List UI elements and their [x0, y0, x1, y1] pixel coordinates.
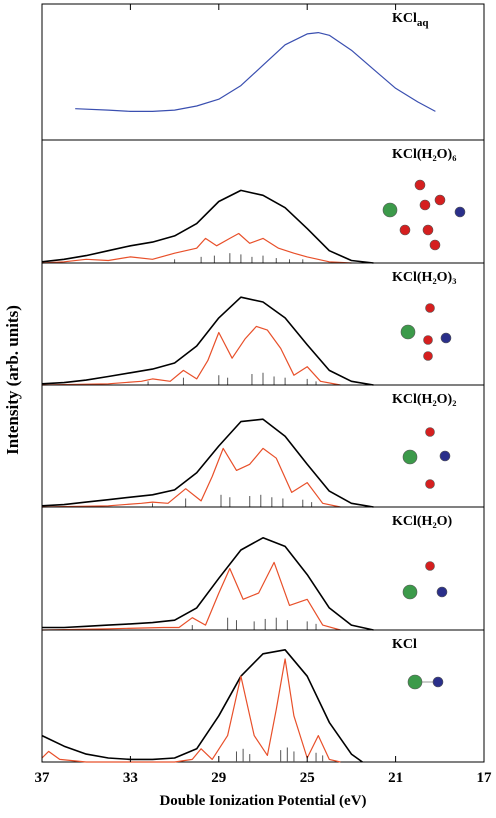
panel-label: KCl(H₂O)₂	[392, 392, 456, 407]
series-line	[41, 418, 374, 508]
x-tick-label: 21	[388, 770, 403, 786]
panel-label-text: KCl(H₂O)₃	[392, 270, 456, 285]
panel-frame	[41, 629, 485, 763]
panel-label-text: KCl	[392, 637, 417, 652]
panel-label-text: KCl(H₂O)₆	[392, 147, 456, 162]
panel-label-text: KCl(H₂O)	[392, 514, 453, 529]
series-line	[41, 325, 341, 386]
x-tick-label: 37	[35, 770, 51, 786]
series-line	[41, 232, 352, 264]
series-line	[41, 561, 341, 631]
panel-label-text: KCl	[392, 11, 417, 26]
x-tick-label: 29	[211, 770, 226, 786]
panel-label: KCl	[392, 637, 417, 652]
series-line	[75, 32, 436, 112]
panel-label-sub: aq	[417, 17, 430, 29]
molecule-icons	[382, 179, 466, 690]
series-line	[41, 658, 341, 763]
y-axis-label: Intensity (arb. units)	[3, 305, 22, 455]
panel-label: KCl(H₂O)	[392, 514, 453, 529]
series-line	[41, 447, 341, 508]
panel-label: KCl(H₂O)₃	[392, 270, 456, 285]
x-axis-label: Double Ionization Potential (eV)	[159, 793, 366, 809]
panel-label: KCl(H₂O)₆	[392, 147, 456, 162]
series-line	[41, 189, 374, 264]
series-line	[41, 649, 363, 763]
x-tick-label: 25	[300, 770, 315, 786]
x-tick-label: 17	[477, 770, 493, 786]
series-line	[42, 537, 374, 631]
panel-label-text: KCl(H₂O)₂	[392, 392, 456, 407]
series-line	[41, 296, 374, 386]
panel-label: KClaq	[392, 11, 429, 29]
x-tick-label: 33	[123, 770, 138, 786]
